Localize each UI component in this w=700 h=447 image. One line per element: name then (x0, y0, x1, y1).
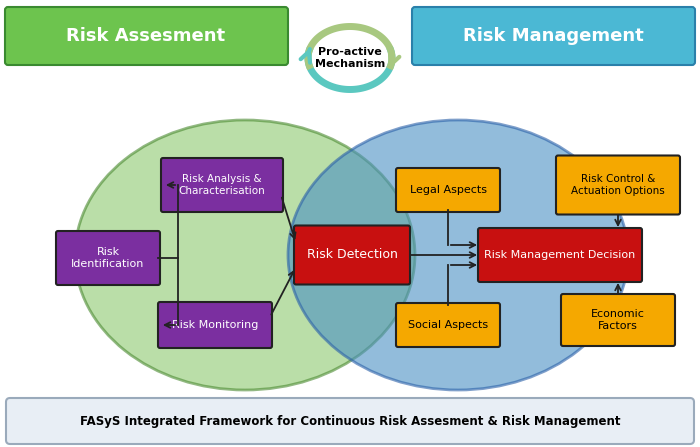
FancyBboxPatch shape (56, 231, 160, 285)
FancyBboxPatch shape (556, 156, 680, 215)
FancyBboxPatch shape (161, 158, 283, 212)
FancyBboxPatch shape (158, 302, 272, 348)
Text: Risk Control &
Actuation Options: Risk Control & Actuation Options (571, 174, 665, 196)
FancyBboxPatch shape (412, 7, 695, 65)
FancyBboxPatch shape (6, 398, 694, 444)
Text: Legal Aspects: Legal Aspects (410, 185, 486, 195)
FancyBboxPatch shape (561, 294, 675, 346)
Text: Economic
Factors: Economic Factors (591, 309, 645, 331)
FancyBboxPatch shape (294, 225, 410, 284)
FancyBboxPatch shape (5, 7, 288, 65)
Text: Pro-active
Mechanism: Pro-active Mechanism (315, 47, 385, 69)
Text: Risk Management: Risk Management (463, 27, 643, 45)
Text: Risk Analysis &
Characterisation: Risk Analysis & Characterisation (178, 174, 265, 196)
Ellipse shape (324, 38, 376, 77)
Text: FASyS Integrated Framework for Continuous Risk Assesment & Risk Management: FASyS Integrated Framework for Continuou… (80, 414, 620, 427)
FancyBboxPatch shape (396, 303, 500, 347)
Text: Risk Monitoring: Risk Monitoring (172, 320, 258, 330)
Ellipse shape (288, 120, 628, 390)
Ellipse shape (75, 120, 415, 390)
FancyBboxPatch shape (396, 168, 500, 212)
Text: Risk Management Decision: Risk Management Decision (484, 250, 636, 260)
Text: Risk Assesment: Risk Assesment (66, 27, 225, 45)
FancyBboxPatch shape (478, 228, 642, 282)
Text: Risk
Identification: Risk Identification (71, 247, 145, 269)
Text: Social Aspects: Social Aspects (408, 320, 488, 330)
Text: Risk Detection: Risk Detection (307, 249, 398, 261)
